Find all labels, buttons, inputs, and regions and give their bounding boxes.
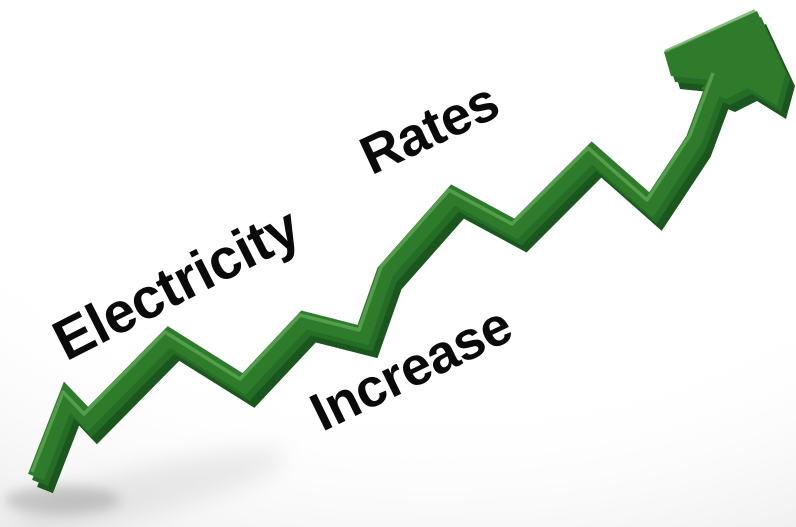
zigzag-highlight-edge: [30, 72, 715, 473]
arrowhead-highlight-edge: [664, 9, 756, 53]
arrowhead-top-face: [664, 11, 786, 106]
ground-shadow-core: [4, 486, 120, 514]
trend-arrow: [28, 9, 795, 494]
ground-shadow: [4, 448, 286, 527]
arrow-bevel: [30, 9, 756, 473]
